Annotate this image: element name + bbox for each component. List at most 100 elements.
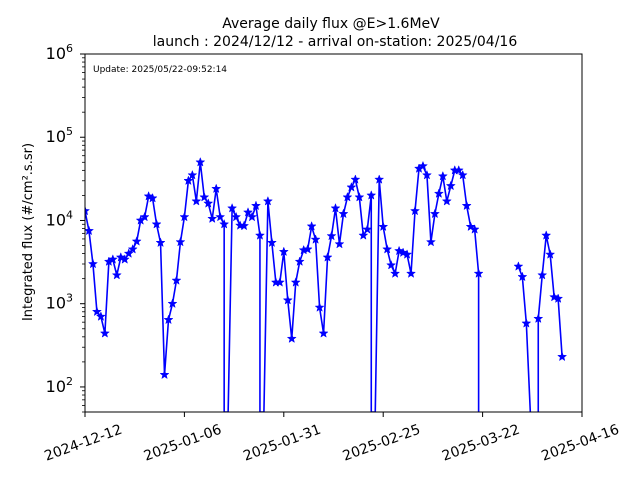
data-point-marker (306, 221, 317, 231)
data-point-marker (99, 328, 110, 338)
data-point-marker (91, 306, 102, 317)
data-point-marker (517, 271, 528, 282)
data-point-marker (342, 191, 353, 202)
data-point-marker (254, 230, 265, 240)
data-point-marker (191, 195, 202, 206)
data-point-marker (445, 180, 456, 191)
data-point-marker (147, 192, 158, 203)
data-point-marker (557, 351, 568, 362)
data-point-marker (350, 174, 361, 184)
data-point-marker (199, 191, 210, 202)
data-point-marker (541, 230, 552, 240)
data-point-marker (278, 246, 289, 257)
data-point-marker (437, 170, 448, 181)
data-point-marker (465, 221, 476, 232)
chart-title: Average daily flux @E>1.6MeV (222, 16, 440, 32)
data-point-marker (231, 211, 242, 222)
data-point-marker (405, 268, 417, 278)
data-point-marker (219, 218, 230, 229)
data-point-marker (207, 213, 218, 224)
data-point-marker (461, 200, 472, 211)
data-point-marker (409, 205, 421, 216)
data-point-marker (115, 252, 126, 262)
data-point-marker (433, 188, 444, 198)
data-point-marker (469, 224, 480, 234)
data-point-marker (227, 202, 238, 213)
data-point-marker (175, 236, 186, 247)
data-point-marker (294, 256, 305, 266)
data-point-marker (246, 211, 258, 222)
data-point-marker (417, 160, 429, 171)
data-point-marker (390, 268, 401, 278)
data-point-marker (421, 169, 432, 180)
data-point-marker (326, 230, 337, 241)
data-point-marker (85, 205, 91, 216)
chart-subtitle: launch : 2024/12/12 - arrival on-station… (153, 34, 518, 50)
data-point-marker (238, 220, 250, 231)
marker-layer (85, 156, 568, 380)
data-point-marker (266, 237, 277, 248)
series-line-2 (517, 266, 532, 412)
data-point-marker (282, 294, 293, 305)
data-point-marker (318, 328, 329, 338)
y-axis-label: Integrated flux (#/cm².s.sr) (21, 143, 36, 321)
data-point-marker (111, 269, 122, 280)
data-point-marker (211, 183, 222, 194)
series-line-1 (85, 161, 480, 412)
data-point-marker (179, 211, 190, 222)
data-point-marker (314, 302, 325, 312)
data-point-marker (346, 182, 357, 192)
y-tick-label: 104 (46, 208, 73, 229)
data-point-marker (195, 156, 206, 167)
data-point-marker (453, 165, 464, 175)
data-point-marker (87, 258, 99, 269)
data-point-marker (286, 333, 297, 343)
data-point-marker (171, 275, 182, 285)
data-point-marker (386, 259, 397, 270)
data-point-marker (366, 190, 377, 200)
data-point-marker (151, 218, 162, 229)
data-point-marker (131, 236, 142, 246)
y-tick-label: 105 (46, 125, 73, 146)
data-point-marker (290, 277, 301, 287)
data-point-marker (382, 244, 393, 254)
data-point-marker (338, 208, 349, 219)
data-point-marker (310, 234, 321, 244)
data-point-marker (322, 252, 333, 262)
data-point-marker (163, 314, 174, 325)
data-point-marker (457, 169, 468, 180)
data-point-marker (119, 254, 130, 264)
data-point-marker (159, 369, 170, 380)
data-point-marker (262, 195, 273, 206)
data-point-marker (250, 200, 262, 211)
data-point-marker (215, 211, 226, 222)
data-point-marker (374, 174, 385, 184)
data-point-marker (513, 261, 524, 271)
data-point-marker (545, 249, 556, 259)
data-point-marker (127, 244, 138, 254)
data-point-marker (203, 198, 214, 208)
data-point-marker (425, 236, 436, 247)
data-point-marker (85, 225, 95, 236)
data-point-marker (95, 311, 106, 321)
data-point-marker (537, 269, 548, 280)
update-annotation: Update: 2025/05/22-09:52:14 (93, 65, 227, 75)
data-point-marker (167, 298, 178, 309)
data-point-marker (187, 169, 198, 180)
data-point-marker (123, 248, 134, 258)
data-point-marker (242, 207, 254, 217)
data-point-marker (521, 318, 532, 328)
data-point-marker (354, 191, 365, 202)
data-point-marker (334, 238, 345, 249)
data-point-marker (441, 195, 452, 206)
data-point-marker (183, 175, 194, 186)
data-point-marker (358, 230, 369, 240)
data-point-marker (274, 277, 285, 287)
data-point-marker (473, 268, 484, 278)
y-tick-label: 103 (46, 292, 73, 313)
data-point-marker (402, 249, 413, 259)
data-point-marker (362, 224, 373, 234)
y-tick-label: 106 (46, 42, 73, 63)
